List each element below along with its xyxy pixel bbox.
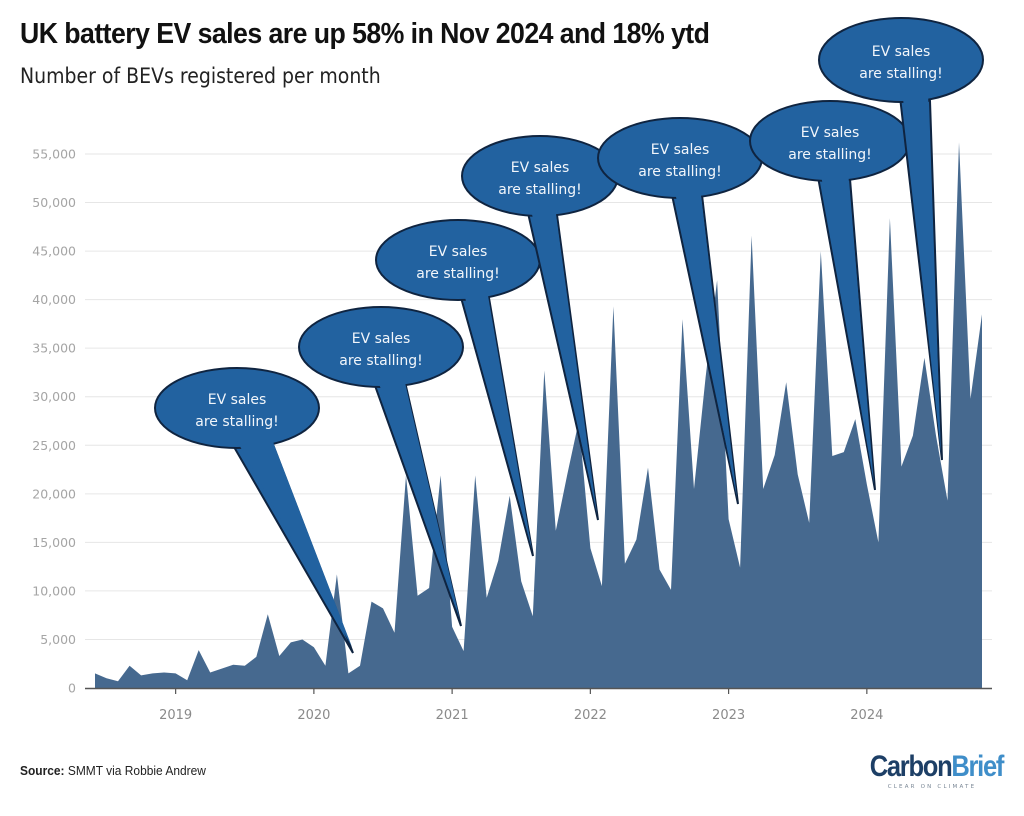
speech-bubble: EV sales are stalling!	[298, 306, 464, 627]
bubble-body	[461, 135, 619, 217]
x-tick-label: 2023	[712, 708, 745, 723]
bubble-text: EV sales	[208, 392, 267, 408]
speech-bubble: EV sales are stalling!	[749, 100, 911, 491]
area-fill	[95, 142, 982, 689]
x-tick-label: 2019	[159, 708, 192, 723]
bubble-seam	[232, 432, 352, 647]
bubble-text: EV sales	[352, 331, 411, 347]
y-tick-label: 15,000	[32, 535, 76, 550]
bubble-seam	[462, 284, 532, 550]
x-tick-label: 2021	[436, 708, 469, 723]
logo-brief: Brief	[951, 750, 1004, 783]
bubble-text: are stalling!	[195, 414, 279, 430]
logo-tagline: CLEAR ON CLIMATE	[887, 784, 977, 790]
speech-bubbles: EV sales are stalling! EV sales are stallin…	[154, 17, 984, 654]
logo-carbon: Carbon	[869, 750, 953, 783]
bubble-tail	[526, 211, 599, 521]
speech-bubble: EV sales are stalling!	[375, 219, 541, 557]
bubble-seam	[375, 372, 460, 620]
bubble-text: EV sales	[429, 244, 488, 260]
chart-title: UK battery EV sales are up 58% in Nov 20…	[20, 18, 710, 50]
bubble-body	[818, 17, 984, 103]
bubble-text: are stalling!	[498, 182, 582, 198]
speech-bubble: EV sales are stalling!	[818, 17, 984, 461]
source-note: Source: SMMT via Robbie Andrew	[20, 763, 206, 778]
bubble-seam	[902, 89, 941, 454]
source-text: SMMT via Robbie Andrew	[64, 763, 206, 778]
y-tick-label: 40,000	[32, 292, 76, 307]
bubble-text: are stalling!	[416, 266, 500, 282]
bubble-tail	[458, 290, 534, 557]
bubble-text: EV sales	[872, 44, 931, 60]
bubble-body	[597, 117, 763, 199]
bubble-text: are stalling!	[788, 147, 872, 163]
bubble-text: EV sales	[801, 125, 860, 141]
bubble-tail	[371, 378, 462, 627]
carbonbrief-logo: CarbonBrief CLEAR ON CLIMATE	[858, 750, 1006, 791]
bubble-text: are stalling!	[638, 164, 722, 180]
y-tick-label: 0	[68, 681, 76, 696]
x-tick-label: 2020	[297, 708, 330, 723]
y-tick-label: 55,000	[32, 147, 76, 162]
speech-bubble: EV sales are stalling!	[154, 367, 354, 654]
bubble-seam	[674, 187, 737, 498]
bubble-tail	[228, 438, 354, 654]
x-axis-tick-labels: 2019 2020 2021 2022 2023 2024	[159, 708, 883, 723]
y-tick-label: 45,000	[32, 244, 76, 259]
y-tick-label: 25,000	[32, 438, 76, 453]
x-tick-label: 2024	[850, 708, 883, 723]
bubble-body	[154, 367, 320, 449]
bubble-text: are stalling!	[859, 66, 943, 82]
x-tick-label: 2022	[574, 708, 607, 723]
bubble-body	[749, 100, 911, 182]
logo-wordmark: CarbonBrief	[869, 750, 1005, 783]
chart-subtitle: Number of BEVs registered per month	[20, 64, 381, 88]
y-tick-label: 35,000	[32, 341, 76, 356]
bubble-text: are stalling!	[339, 353, 423, 369]
source-label: Source:	[20, 763, 65, 778]
area-series	[94, 142, 983, 689]
y-tick-label: 30,000	[32, 389, 76, 404]
y-tick-label: 5,000	[40, 632, 76, 647]
bubble-seam	[530, 205, 597, 514]
y-tick-label: 10,000	[32, 583, 76, 598]
x-axis	[85, 687, 992, 694]
speech-bubble: EV sales are stalling!	[461, 135, 619, 521]
bubble-text: EV sales	[511, 160, 570, 176]
bubble-seam	[820, 169, 874, 484]
speech-bubble: EV sales are stalling!	[597, 117, 763, 505]
y-tick-label: 20,000	[32, 486, 76, 501]
y-tick-label: 50,000	[32, 195, 76, 210]
bubble-body	[375, 219, 541, 301]
y-axis-tick-labels: 0 5,000 10,000 15,000 20,000 25,000 30,000 35,0…	[32, 147, 76, 696]
bubble-text: EV sales	[651, 142, 710, 158]
